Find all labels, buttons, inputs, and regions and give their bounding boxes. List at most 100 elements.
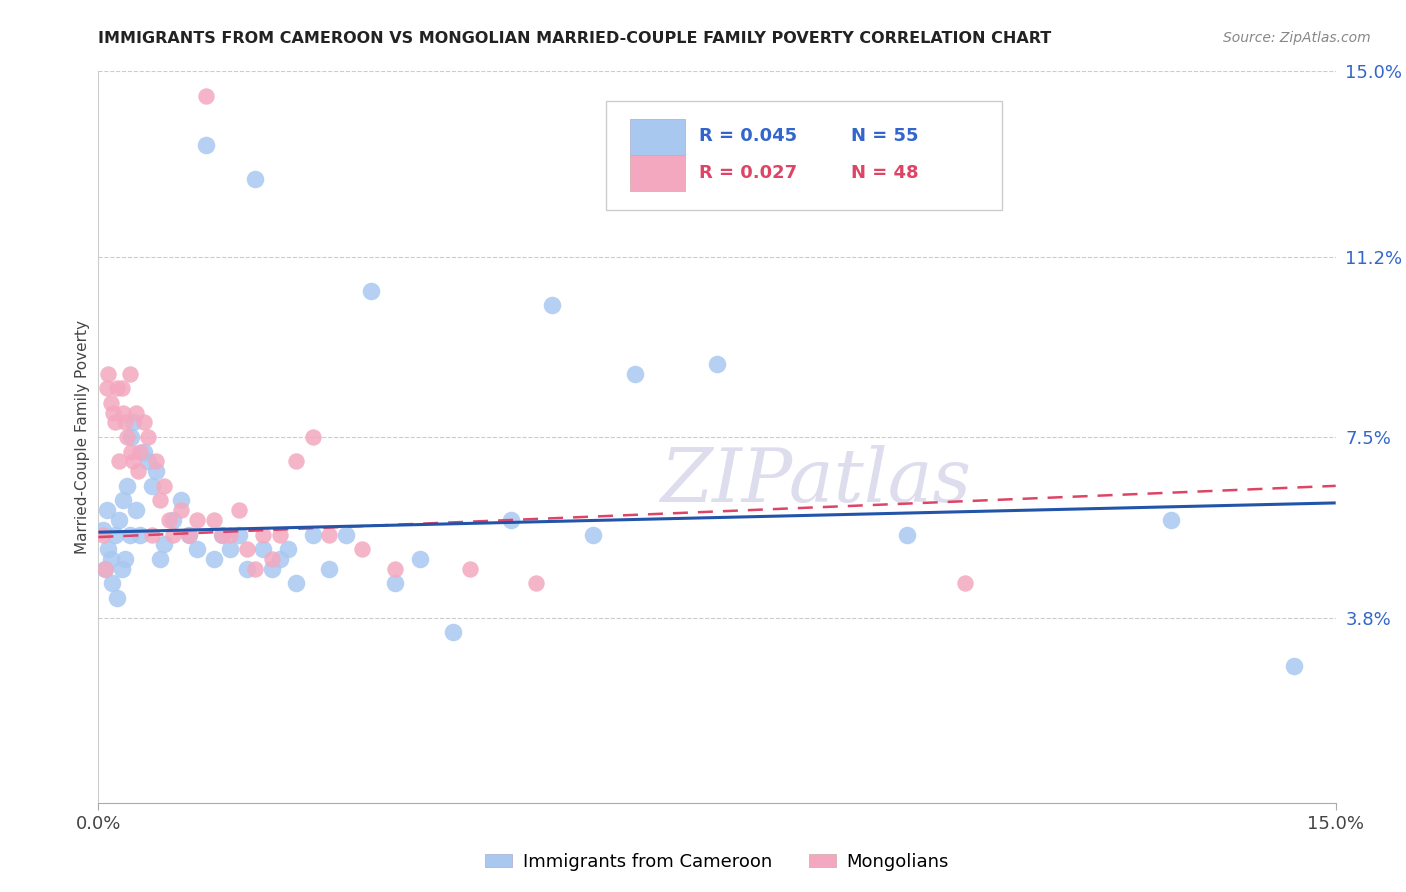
Point [953,576,976,591]
Point [162,527,184,541]
Point [252,527,274,541]
Point [211,527,233,541]
Point [128,527,150,541]
Point [127,464,149,478]
Point [260,552,283,566]
Point [706,357,728,371]
Point [162,513,184,527]
Point [124,406,146,420]
Point [318,527,340,541]
Point [236,542,259,557]
Text: ZIPatlas: ZIPatlas [661,445,972,517]
Point [179,527,201,541]
Point [318,562,340,576]
Point [94,562,117,576]
Point [124,503,146,517]
Point [136,430,159,444]
Point [1284,659,1306,673]
Point [122,454,145,468]
Point [441,625,464,640]
Point [541,298,564,312]
Point [132,444,155,458]
FancyBboxPatch shape [630,155,685,191]
FancyBboxPatch shape [630,119,685,154]
Point [202,552,225,566]
Point [524,576,547,591]
Point [118,527,141,541]
Point [97,367,120,381]
Point [132,416,155,430]
Text: N = 48: N = 48 [851,164,918,182]
Point [228,503,250,517]
Text: R = 0.027: R = 0.027 [699,164,797,182]
Point [153,479,176,493]
Y-axis label: Married-Couple Family Poverty: Married-Couple Family Poverty [75,320,90,554]
Point [219,527,242,541]
Point [243,562,266,576]
Point [623,367,645,381]
Point [122,416,145,430]
Point [100,552,122,566]
Point [96,381,118,395]
Point [1160,513,1182,527]
Point [104,416,127,430]
Point [219,542,242,557]
Point [228,527,250,541]
Point [384,576,406,591]
Point [149,493,172,508]
Point [96,503,118,517]
Point [335,527,357,541]
Point [252,542,274,557]
Point [236,562,259,576]
Point [105,591,128,605]
Point [409,552,432,566]
Point [285,576,308,591]
Point [186,513,208,527]
Point [120,430,142,444]
Point [112,406,135,420]
Point [194,137,217,152]
Point [101,576,124,591]
Point [128,444,150,458]
Point [94,562,117,576]
Point [170,503,193,517]
Point [384,562,406,576]
Point [105,381,128,395]
Point [117,430,139,444]
Point [120,444,142,458]
Point [141,479,163,493]
Text: R = 0.045: R = 0.045 [699,128,797,145]
FancyBboxPatch shape [606,101,1001,211]
Point [145,464,167,478]
Text: N = 55: N = 55 [851,128,918,145]
Point [112,493,135,508]
Point [243,171,266,186]
Point [582,527,605,541]
Legend: Immigrants from Cameroon, Mongolians: Immigrants from Cameroon, Mongolians [478,846,956,878]
Point [269,527,291,541]
Point [211,527,233,541]
Point [97,542,120,557]
Point [100,396,122,410]
Point [157,513,180,527]
Point [91,527,114,541]
Point [145,454,167,468]
Point [896,527,918,541]
Point [302,430,325,444]
Point [110,381,132,395]
Point [302,527,325,541]
Point [499,513,522,527]
Point [108,513,131,527]
Point [352,542,374,557]
Point [118,367,141,381]
Point [141,527,163,541]
Point [136,454,159,468]
Point [194,88,217,103]
Point [360,284,382,298]
Point [110,562,132,576]
Point [117,479,139,493]
Point [277,542,299,557]
Text: Source: ZipAtlas.com: Source: ZipAtlas.com [1223,31,1371,45]
Point [170,493,193,508]
Point [114,552,136,566]
